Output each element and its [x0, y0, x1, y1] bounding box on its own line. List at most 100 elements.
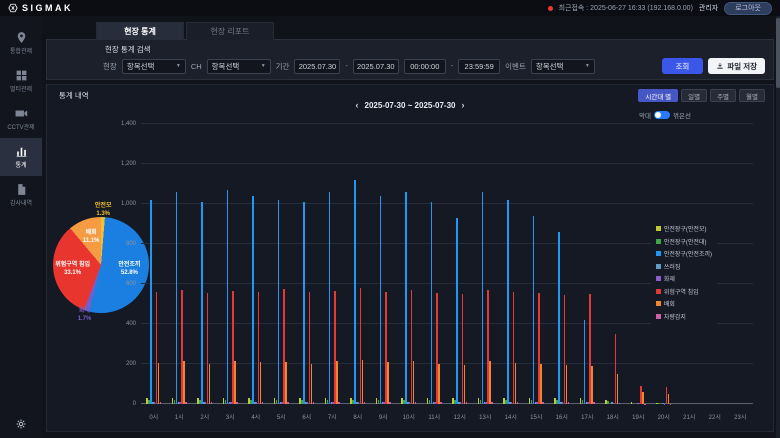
- bar: [558, 232, 560, 404]
- bar: [248, 398, 250, 404]
- bar: [556, 399, 558, 404]
- legend-swatch: [655, 276, 661, 281]
- range-button-daily[interactable]: 일별: [681, 89, 708, 102]
- bar: [487, 290, 489, 404]
- tab-site-statistics[interactable]: 현장 통계: [96, 22, 184, 40]
- bar: [197, 398, 199, 404]
- bar: [563, 295, 566, 404]
- search-button[interactable]: 조회: [661, 58, 704, 74]
- bar: [379, 196, 382, 404]
- bar: [257, 292, 260, 404]
- bar: [452, 398, 454, 404]
- chevron-down-icon: ▼: [260, 63, 266, 69]
- bar-group: [626, 124, 652, 404]
- x-axis-label: 20시: [657, 415, 670, 421]
- legend-label: 위험구역 침입: [663, 289, 699, 296]
- bar: [636, 403, 639, 404]
- prev-date-button[interactable]: ‹: [355, 100, 359, 110]
- chart-type-toggle-row: 막대 꺾은선: [639, 110, 691, 120]
- bar-group: [396, 124, 422, 404]
- settings-button[interactable]: [0, 418, 42, 430]
- sidebar-item-cctv-control[interactable]: CCTV관제: [0, 100, 42, 138]
- scrollbar[interactable]: [776, 16, 780, 438]
- legend-item: 쓰러짐: [655, 262, 712, 271]
- map-pin-icon: [17, 32, 25, 43]
- x-axis-label: 4시: [251, 415, 261, 421]
- y-axis-label: 600: [125, 281, 136, 287]
- logout-button[interactable]: 로그아웃: [724, 1, 772, 15]
- scrollbar-thumb[interactable]: [776, 18, 780, 88]
- gridline: [141, 243, 753, 244]
- bar: [203, 401, 205, 404]
- legend-swatch: [655, 251, 661, 256]
- bar: [199, 399, 201, 404]
- bar: [387, 362, 389, 404]
- x-axis-label: 22시: [708, 415, 721, 421]
- site-select[interactable]: 항목선택 ▼: [121, 58, 186, 74]
- bar: [230, 402, 232, 404]
- range-button-weekly[interactable]: 주별: [710, 89, 737, 102]
- y-axis-label: 200: [125, 361, 136, 367]
- bar: [403, 399, 405, 404]
- event-select[interactable]: 항목선택 ▼: [530, 58, 595, 74]
- site-label: 현장: [103, 61, 117, 71]
- bar-group: [371, 124, 397, 404]
- y-axis-label: 1,000: [120, 201, 136, 207]
- bar: [228, 401, 231, 404]
- bar-group: [651, 124, 677, 404]
- bar: [560, 401, 562, 404]
- x-axis-label: 8시: [353, 415, 363, 421]
- time-to-input[interactable]: 23:59:59: [458, 58, 501, 74]
- sidebar-item-multi-control[interactable]: 멀티관제: [0, 62, 42, 100]
- pie-slice-label: 위험구역 침입 33.1%: [55, 261, 90, 276]
- x-axis-label: 19시: [632, 415, 645, 421]
- x-axis-label: 1시: [174, 415, 184, 421]
- legend-label: 차량감지: [663, 314, 686, 321]
- bar-group: [549, 124, 575, 404]
- sidebar-item-label: 감사내역: [9, 201, 33, 207]
- channel-select[interactable]: 항목선택 ▼: [206, 58, 271, 74]
- bar: [148, 399, 150, 404]
- bars: [141, 124, 753, 404]
- x-axis-label: 6시: [302, 415, 312, 421]
- bar: [308, 292, 311, 404]
- bar: [532, 216, 535, 404]
- time-from-input[interactable]: 00:00:00: [403, 58, 446, 74]
- bar: [640, 386, 642, 404]
- sidebar-item-integrated-control[interactable]: 통합관제: [0, 24, 42, 62]
- sidebar-item-audit-log[interactable]: 감사내역: [0, 176, 42, 214]
- bar: [312, 402, 315, 404]
- sidebar-item-statistics[interactable]: 통계: [0, 138, 42, 176]
- next-date-button[interactable]: ›: [461, 100, 465, 110]
- bar: [489, 361, 491, 404]
- chart-type-toggle[interactable]: [654, 111, 671, 119]
- top-header: SIGMAK 최근접속 : 2025-06-27 16:33 (192.168.…: [0, 0, 780, 16]
- site-select-value: 항목선택: [126, 61, 155, 71]
- bar: [357, 402, 360, 404]
- bar: [222, 398, 225, 404]
- gridline: [141, 163, 753, 164]
- legend-label: 화재: [663, 277, 675, 283]
- range-button-hourly[interactable]: 시간대 별: [638, 89, 679, 102]
- bar-group: [422, 124, 448, 404]
- brand-logo: SIGMAK: [8, 3, 73, 13]
- date-from-input[interactable]: 2025.07.30: [294, 58, 341, 74]
- user-name: 관리자: [698, 5, 719, 12]
- tab-site-report[interactable]: 현장 리포트: [186, 22, 274, 40]
- bar: [206, 293, 209, 404]
- x-axis-label: 18시: [606, 415, 619, 421]
- bar: [510, 402, 513, 404]
- bar: [540, 364, 542, 404]
- bar: [561, 402, 564, 404]
- pie-slice-label: 안전조끼 52.8%: [118, 262, 141, 276]
- date-to-input[interactable]: 2025.07.30: [352, 58, 399, 74]
- x-axis-label: 23시: [734, 415, 747, 421]
- statistics-title: 통계 내역: [59, 91, 89, 100]
- bar: [334, 291, 336, 404]
- x-axis-label: 9시: [378, 415, 388, 421]
- bar: [454, 399, 456, 404]
- bar: [181, 290, 183, 404]
- range-button-monthly[interactable]: 월별: [739, 89, 765, 102]
- file-save-button[interactable]: 파일 저장: [708, 58, 765, 74]
- bar: [491, 402, 493, 404]
